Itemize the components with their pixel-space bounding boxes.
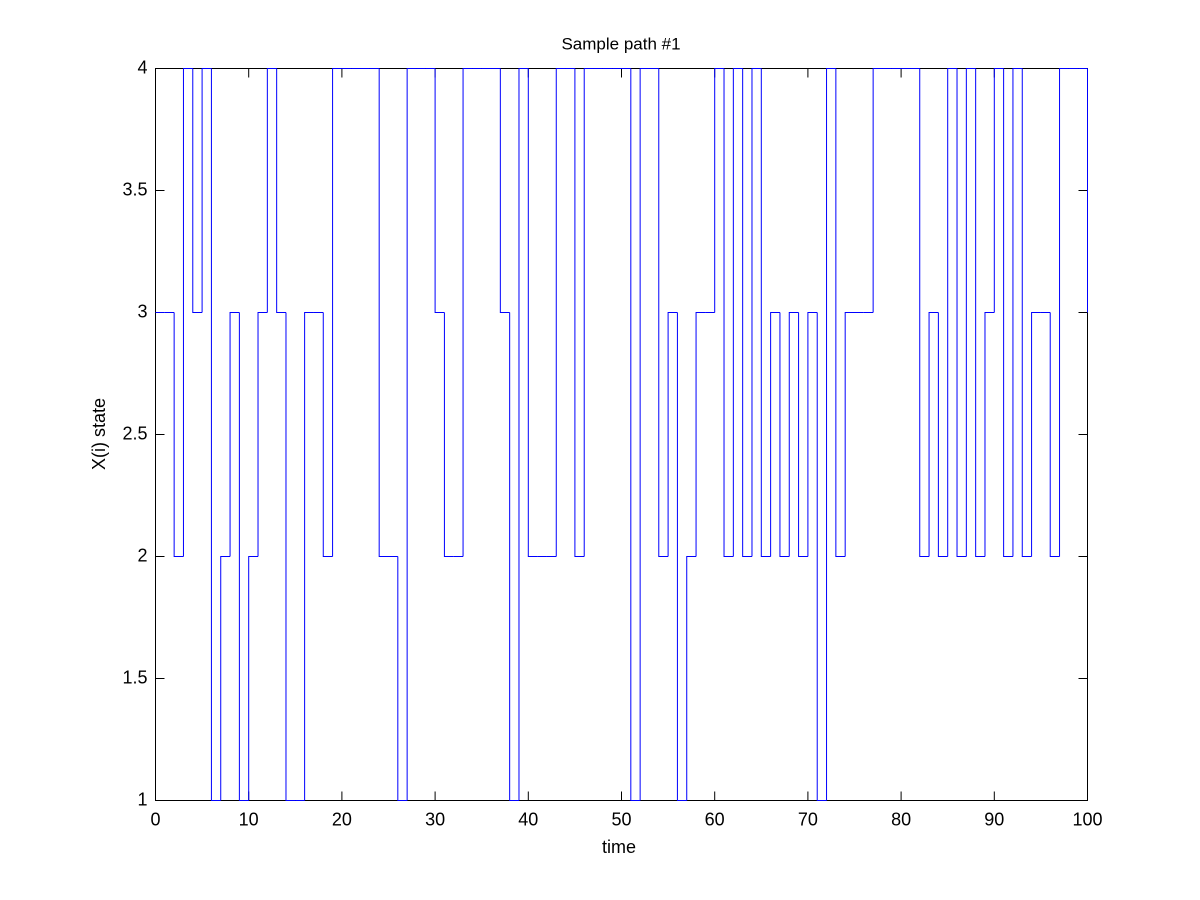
step (173, 312, 184, 557)
step (676, 312, 687, 801)
y-tick-label: 2 (137, 545, 147, 565)
y-tick-label: 1 (137, 789, 147, 809)
y-tick-label: 4 (137, 57, 147, 77)
step (1012, 68, 1023, 557)
step (434, 68, 445, 313)
step (826, 68, 836, 801)
step (304, 312, 314, 801)
step (695, 312, 706, 557)
step (583, 68, 594, 557)
step (779, 312, 790, 557)
step (266, 68, 277, 313)
step (993, 68, 1004, 313)
step (816, 312, 827, 801)
step (192, 68, 203, 313)
x-tick-label: 0 (150, 809, 160, 829)
step (1003, 68, 1013, 557)
x-tick-label: 80 (891, 809, 911, 829)
step (919, 68, 930, 557)
step (770, 312, 780, 557)
step (667, 312, 678, 557)
step (248, 556, 259, 801)
step (760, 68, 771, 557)
step (732, 68, 743, 557)
step (201, 68, 212, 313)
step (332, 68, 342, 557)
step (686, 556, 697, 801)
step (462, 68, 473, 557)
step (322, 312, 333, 557)
x-tick-label: 60 (705, 809, 725, 829)
x-tick-label: 90 (984, 809, 1004, 829)
x-tick-label: 10 (239, 809, 259, 829)
step (276, 68, 286, 313)
step (937, 312, 948, 557)
y-axis-label: X(i) state (89, 398, 109, 470)
x-tick-label: 40 (518, 809, 538, 829)
step (844, 312, 855, 557)
step (220, 556, 231, 801)
axes-box (155, 68, 1088, 801)
step (975, 68, 985, 557)
step (742, 68, 752, 557)
step (835, 68, 846, 557)
step (1059, 68, 1069, 557)
step (947, 68, 958, 557)
step (1049, 312, 1060, 557)
step (965, 68, 976, 557)
x-axis-label: time (602, 837, 636, 857)
step (499, 68, 510, 313)
step (378, 68, 389, 557)
x-tick-label: 50 (611, 809, 631, 829)
x-tick-label: 20 (332, 809, 352, 829)
step (956, 68, 967, 557)
step (555, 68, 566, 557)
step (658, 68, 669, 557)
step (527, 68, 538, 557)
x-tick-label: 70 (798, 809, 818, 829)
step (928, 312, 939, 557)
step (751, 68, 762, 557)
step (639, 68, 650, 801)
step (807, 312, 818, 557)
step (574, 68, 585, 557)
step (238, 312, 249, 801)
step (285, 312, 296, 801)
step (182, 68, 193, 557)
step (257, 312, 268, 557)
x-tick-label: 100 (1072, 809, 1102, 829)
step (798, 312, 808, 557)
step (872, 68, 883, 313)
y-tick-label: 2.5 (122, 423, 147, 443)
step (1031, 312, 1041, 557)
step (984, 312, 995, 557)
chart-title: Sample path #1 (561, 34, 680, 53)
step (630, 68, 641, 801)
step (210, 68, 221, 801)
step (443, 312, 454, 557)
x-tick-label: 30 (425, 809, 445, 829)
y-tick-label: 3 (137, 301, 147, 321)
step (229, 312, 240, 557)
step (518, 68, 529, 801)
step (788, 312, 799, 557)
step (397, 556, 408, 801)
step (509, 312, 519, 801)
y-tick-label: 1.5 (122, 667, 147, 687)
step (714, 68, 725, 313)
step (1021, 68, 1032, 557)
step (723, 68, 734, 557)
y-tick-label: 3.5 (122, 179, 147, 199)
step (406, 68, 417, 801)
